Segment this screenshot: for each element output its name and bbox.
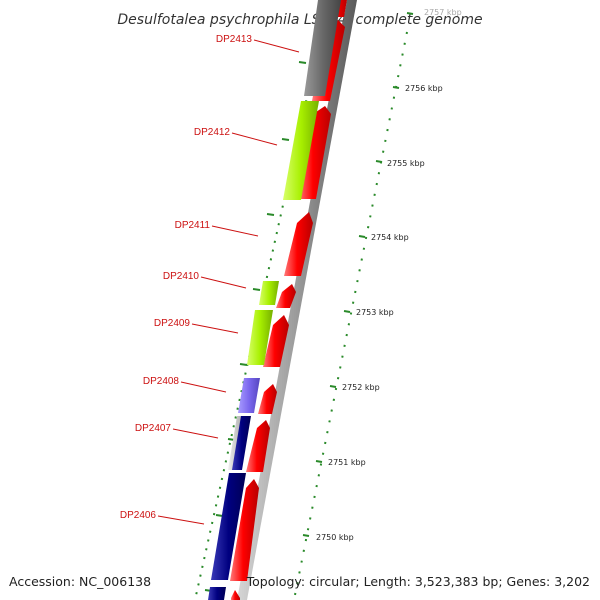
gene-label[interactable]: DP2408 [143, 376, 180, 387]
ruler-major-tick [302, 534, 310, 537]
cog-block[interactable] [283, 101, 319, 200]
genome-backbone [237, 0, 357, 600]
tick-label: 2756 kbp [405, 84, 443, 93]
tick-label: 2754 kbp [371, 233, 409, 242]
tick-label: 2755 kbp [387, 159, 425, 168]
ruler-major-tick [343, 310, 351, 313]
gene-leader-line [180, 381, 227, 393]
cog-track-tick [252, 288, 261, 291]
cog-track-axis [194, 29, 323, 600]
cog-block[interactable] [259, 281, 279, 305]
ruler-major-tick [392, 86, 400, 89]
gene-label[interactable]: DP2409 [154, 318, 191, 329]
gene-leader-line [172, 428, 219, 439]
tick-label: 2753 kbp [356, 308, 394, 317]
cog-track-tick [281, 138, 290, 141]
cog-block[interactable] [211, 473, 246, 580]
cog-block[interactable] [238, 378, 260, 413]
cds-arrow[interactable] [263, 315, 289, 367]
cog-block[interactable] [247, 310, 273, 365]
gene-leader-line [200, 276, 247, 289]
cog-block[interactable] [304, 0, 341, 96]
gene-leader-line [253, 39, 300, 53]
map-title: Desulfotalea psychrophila LSv54, complet… [117, 12, 482, 28]
cds-track [230, 0, 347, 600]
cds-arrow[interactable] [284, 212, 313, 276]
gene-leader-line [157, 515, 205, 525]
cog-block[interactable] [232, 416, 251, 470]
gene-leader-line [211, 225, 259, 237]
cds-arrow[interactable] [231, 590, 240, 600]
cog-track [208, 0, 341, 600]
gene-label[interactable]: DP2411 [175, 220, 211, 231]
ruler-labels: 2757 kbp 2756 kbp 2755 kbp 2754 kbp 2753… [316, 8, 462, 542]
ruler-major-tick [375, 160, 383, 163]
gene-leader-line [191, 323, 239, 334]
gene-label[interactable]: DP2410 [163, 271, 200, 282]
ruler-major-tick [406, 12, 414, 15]
cog-track-tick [239, 363, 248, 366]
topology-text: Topology: circular; Length: 3,523,383 bp… [246, 574, 590, 589]
tick-label: 2751 kbp [328, 458, 366, 467]
gene-label[interactable]: DP2406 [120, 510, 157, 521]
gene-labels: DP2413 DP2412 DP2411 DP2410 DP2409 DP240… [120, 34, 300, 525]
gene-leader-line [231, 132, 278, 146]
tick-label: 2757 kbp [424, 8, 462, 17]
cds-arrow[interactable] [246, 420, 270, 472]
cds-arrow[interactable] [298, 106, 331, 199]
cog-block[interactable] [208, 587, 226, 600]
ruler-major-tick [315, 460, 323, 463]
gene-label[interactable]: DP2407 [135, 423, 172, 434]
ruler-major-tick [329, 385, 337, 388]
ruler-ticks [302, 12, 414, 537]
cds-arrow[interactable] [258, 384, 277, 414]
cds-arrow[interactable] [230, 479, 259, 581]
cds-arrow[interactable] [276, 284, 296, 308]
tick-label: 2750 kbp [316, 533, 354, 542]
accession-text: Accession: NC_006138 [9, 574, 151, 589]
tick-label: 2752 kbp [342, 383, 380, 392]
cog-track-tick [298, 61, 307, 64]
gene-label[interactable]: DP2413 [216, 34, 253, 45]
ruler-major-tick [358, 235, 366, 238]
cog-track-tick [266, 213, 275, 216]
gene-label[interactable]: DP2412 [194, 127, 231, 138]
